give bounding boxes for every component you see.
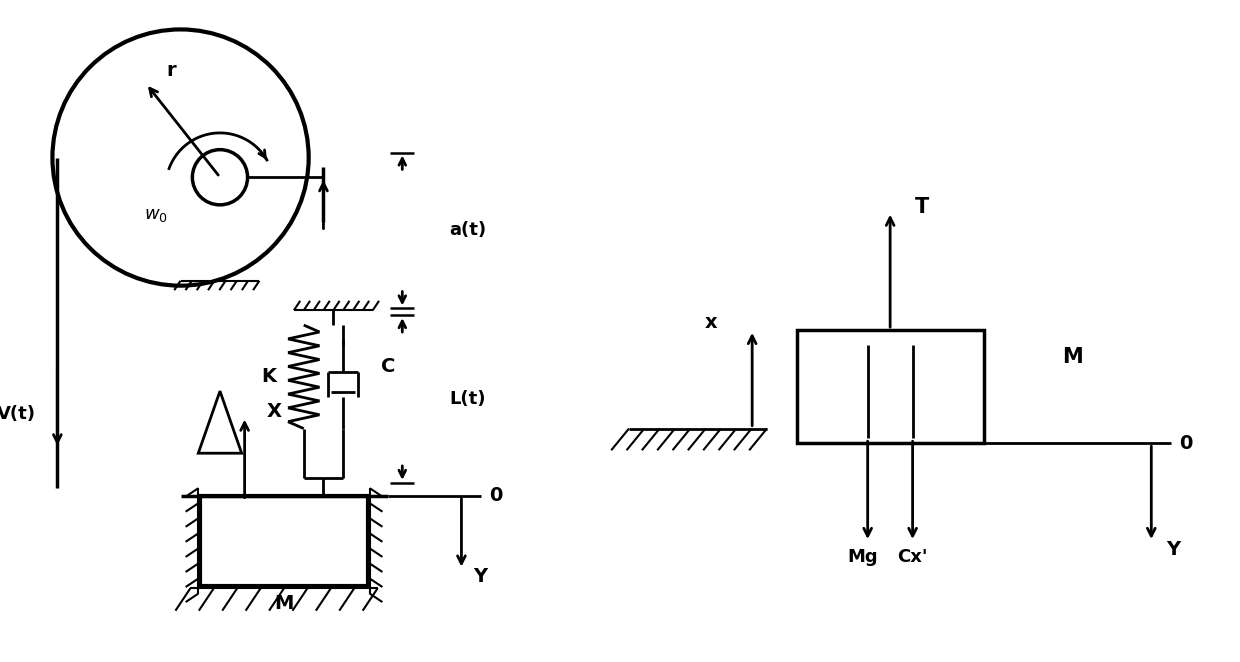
Text: X: X [267, 402, 281, 421]
Text: Y: Y [1166, 540, 1180, 559]
Text: V(t): V(t) [0, 404, 36, 423]
Text: x: x [706, 312, 718, 332]
Text: C: C [381, 357, 396, 376]
Bar [201, 496, 368, 587]
Text: L(t): L(t) [450, 390, 486, 408]
Text: M: M [1063, 347, 1084, 367]
Text: a(t): a(t) [450, 222, 487, 240]
Text: r: r [166, 62, 176, 80]
Text: Cx': Cx' [898, 547, 928, 566]
Text: K: K [262, 367, 277, 386]
Text: T: T [915, 197, 929, 217]
Text: 0: 0 [1179, 434, 1193, 453]
Text: 0: 0 [489, 486, 502, 505]
Bar [796, 330, 983, 444]
Text: $w_0$: $w_0$ [144, 206, 167, 224]
Text: Mg: Mg [847, 547, 878, 566]
Text: Y: Y [474, 567, 487, 586]
Text: M: M [274, 594, 294, 614]
